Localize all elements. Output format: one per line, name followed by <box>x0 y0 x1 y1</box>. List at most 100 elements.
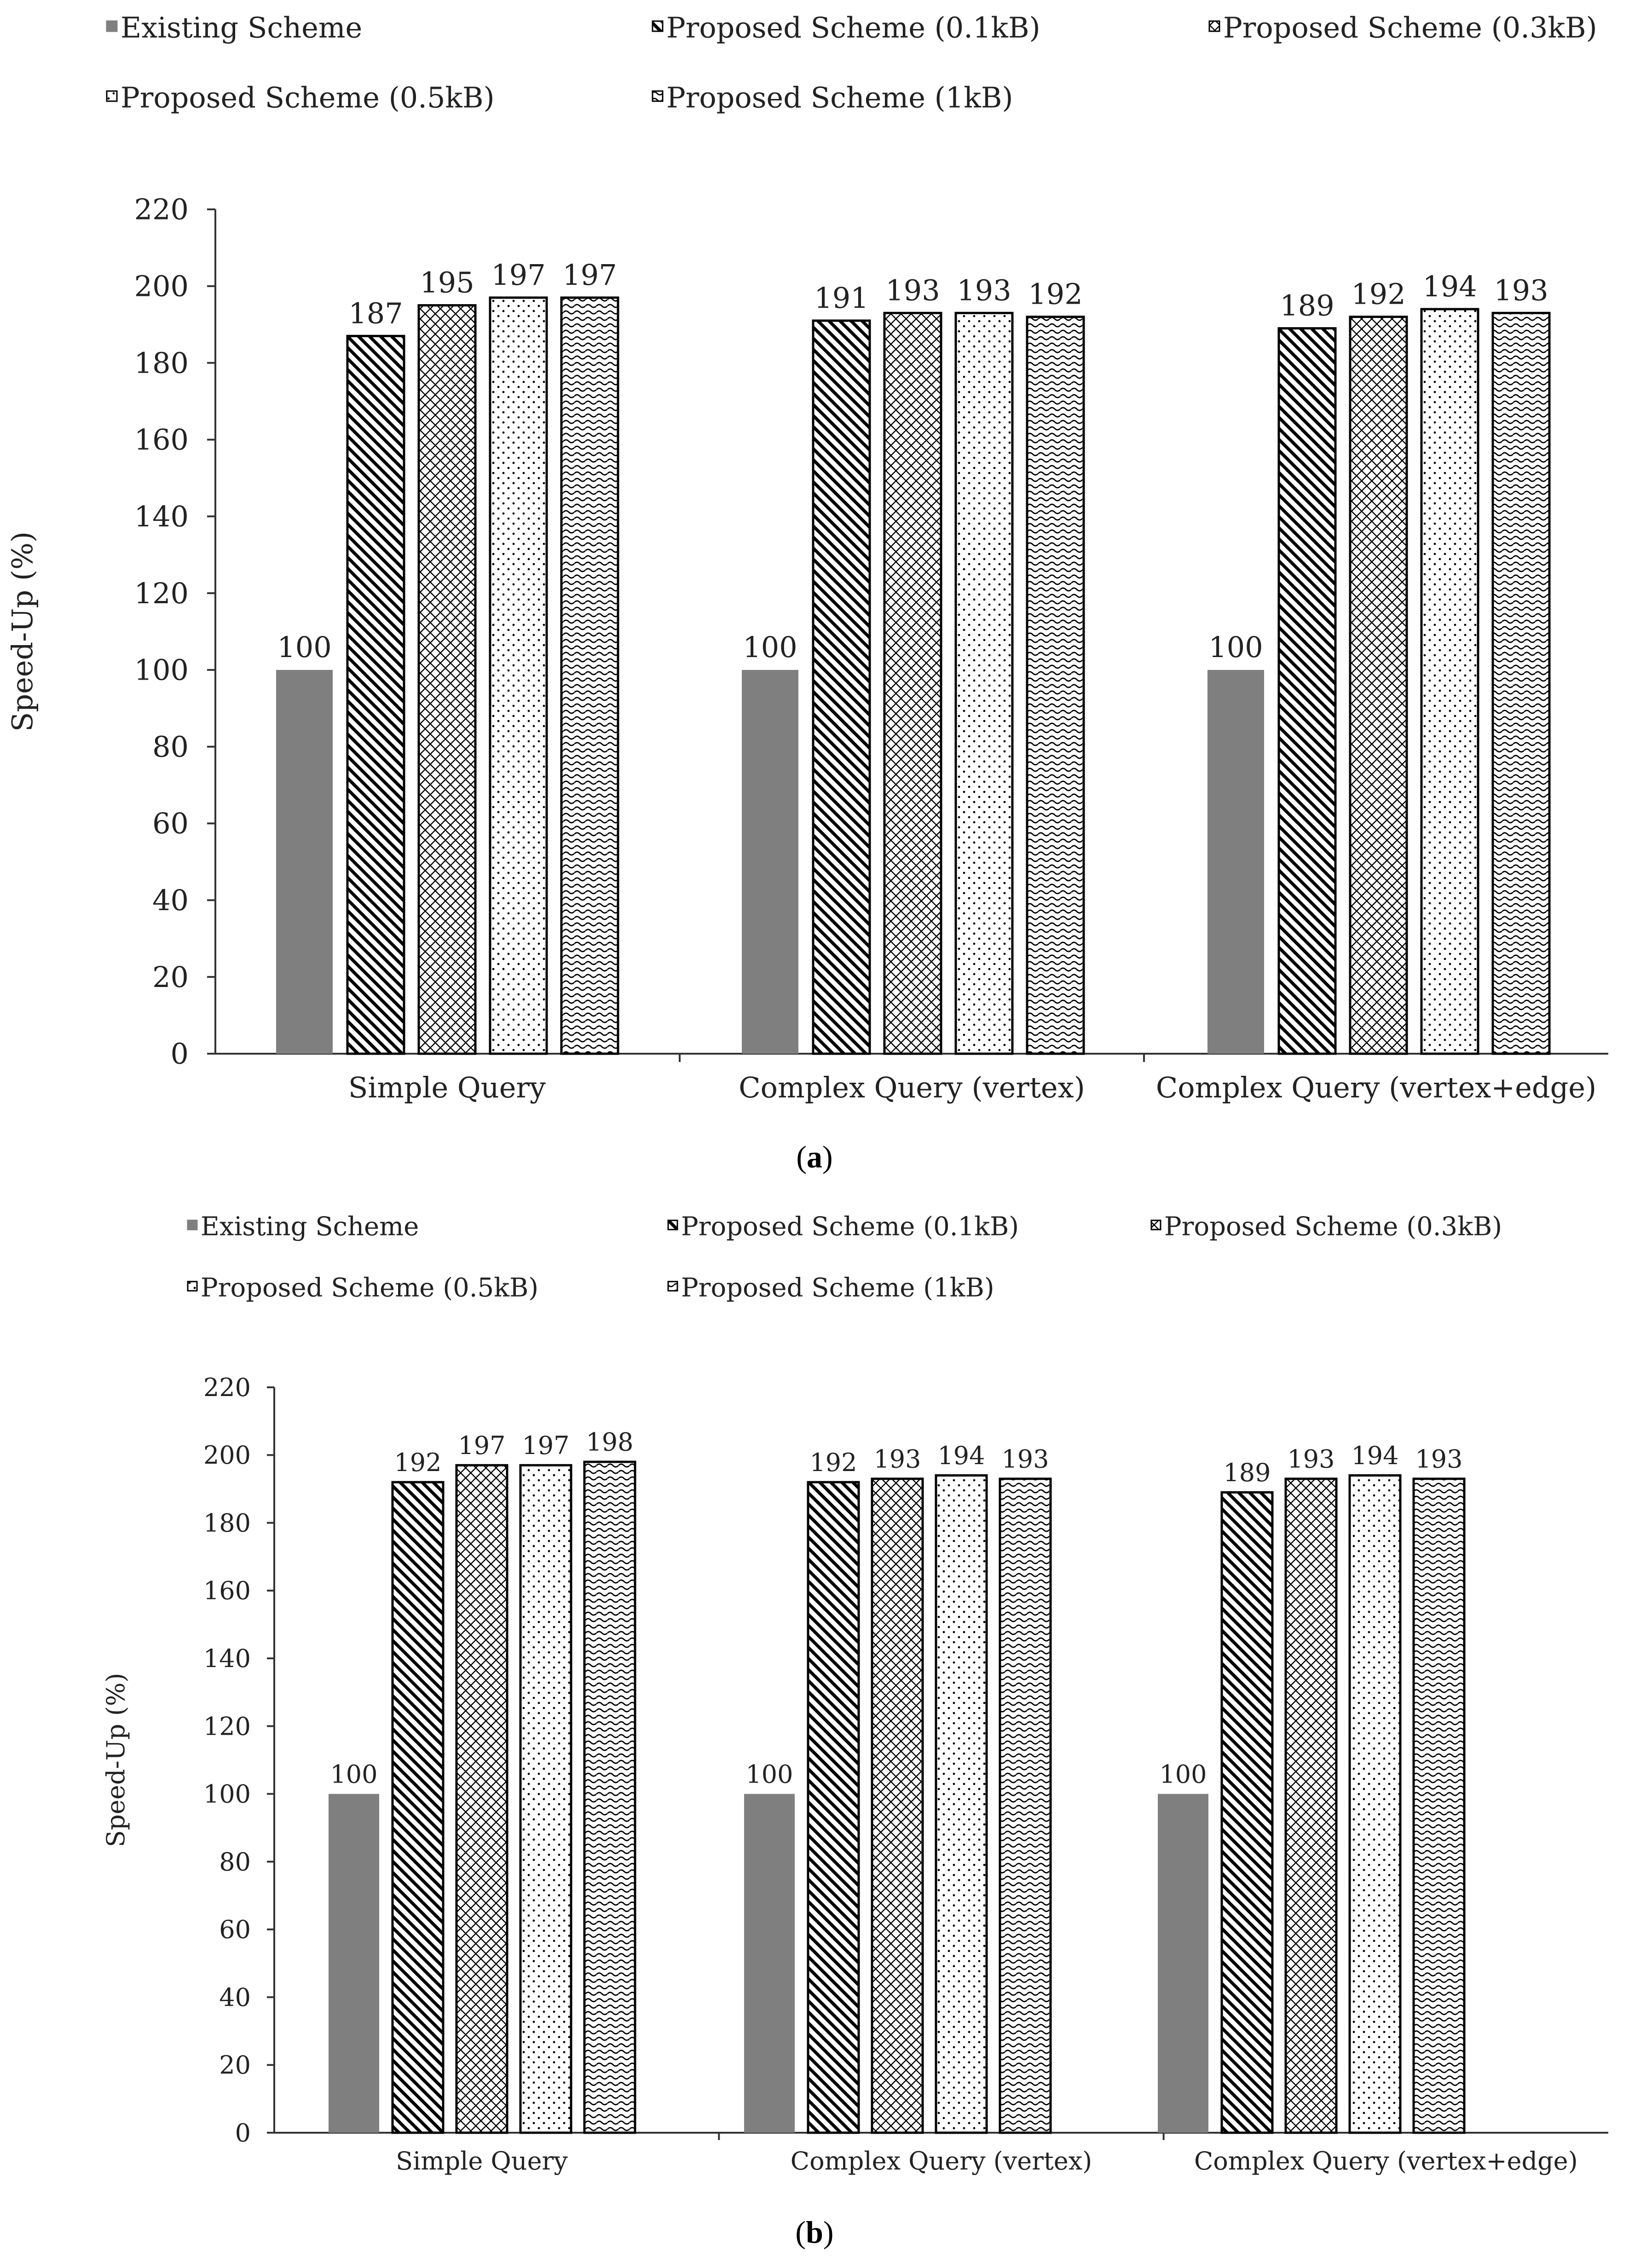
bar-1-1-2 <box>871 1477 924 2134</box>
bar-value-label-0-2-4: 193 <box>1494 273 1548 307</box>
bar-value-label-0-1-3: 193 <box>957 273 1011 307</box>
y-tick-label-0-80: 80 <box>152 730 189 763</box>
y-tick-label-1-80: 80 <box>219 1847 251 1876</box>
bar-0-0-4 <box>560 296 619 1055</box>
bar-value-label-1-2-2: 193 <box>1287 1445 1334 1474</box>
bar-value-label-1-1-2: 193 <box>873 1445 921 1474</box>
x-category-label-0-2: Complex Query (vertex+edge) <box>1156 1071 1596 1104</box>
y-tick-label-0-160: 160 <box>134 423 189 456</box>
bar-value-label-0-2-3: 194 <box>1422 270 1477 303</box>
bar-0-1-1 <box>812 319 871 1055</box>
y-tick-label-0-100: 100 <box>134 653 189 687</box>
legend-label-0-4: Proposed Scheme (1kB) <box>666 81 1013 115</box>
bar-value-label-1-0-4: 198 <box>586 1428 633 1457</box>
bar-value-label-1-0-0: 100 <box>330 1760 377 1789</box>
bar-0-0-2 <box>417 304 477 1055</box>
bar-value-label-1-1-3: 194 <box>937 1441 985 1470</box>
y-axis-label-1: Speed-Up (%) <box>101 1673 130 1847</box>
bar-value-label-1-1-4: 193 <box>1001 1445 1049 1474</box>
bar-value-label-0-2-2: 192 <box>1351 277 1405 311</box>
bar-0-0-0 <box>276 669 333 1054</box>
bar-value-label-1-0-2: 197 <box>458 1431 505 1460</box>
bar-1-0-1 <box>391 1481 445 2134</box>
legend-swatch-0-3 <box>106 90 118 102</box>
bar-value-label-1-0-1: 192 <box>394 1448 441 1477</box>
bar-value-label-1-2-3: 194 <box>1351 1441 1398 1470</box>
legend-label-1-4: Proposed Scheme (1kB) <box>681 1273 994 1303</box>
bar-value-label-1-2-0: 100 <box>1159 1760 1207 1789</box>
y-tick-label-0-200: 200 <box>134 270 189 303</box>
bar-value-label-0-1-1: 191 <box>814 281 868 315</box>
bar-value-label-1-1-1: 192 <box>809 1448 857 1477</box>
bar-value-label-0-0-2: 195 <box>420 266 474 300</box>
panel-a-caption: (a) <box>796 1139 833 1174</box>
legend-swatch-1-2 <box>1150 1219 1161 1230</box>
y-tick-label-0-180: 180 <box>134 346 189 380</box>
bar-1-2-4 <box>1412 1477 1466 2134</box>
bar-value-label-1-1-0: 100 <box>745 1760 793 1789</box>
y-tick-label-0-60: 60 <box>152 807 189 840</box>
chart-panel-b: Existing Scheme Proposed Scheme (0.1kB) Pr… <box>101 1212 1608 2176</box>
y-tick-label-1-180: 180 <box>203 1508 251 1537</box>
legend-swatch-0-0 <box>106 20 118 32</box>
legend-swatch-1-4 <box>667 1281 678 1292</box>
y-tick-label-1-20: 20 <box>219 2051 251 2080</box>
bar-0-2-1 <box>1277 327 1337 1055</box>
bar-0-2-2 <box>1349 316 1408 1055</box>
bar-value-label-0-2-0: 100 <box>1208 630 1263 664</box>
bar-1-1-4 <box>999 1477 1052 2134</box>
legend-label-0-1: Proposed Scheme (0.1kB) <box>666 11 1040 45</box>
chart-panel-a: Existing Scheme Proposed Scheme (0.1kB) Pr… <box>6 11 1608 1104</box>
y-tick-label-1-40: 40 <box>219 1983 251 2012</box>
bar-1-0-4 <box>583 1460 636 2134</box>
legend-label-1-0: Existing Scheme <box>201 1212 419 1242</box>
y-tick-label-1-160: 160 <box>203 1576 251 1605</box>
y-tick-label-0-140: 140 <box>134 500 189 533</box>
y-axis-label-0: Speed-Up (%) <box>6 531 39 732</box>
legend-label-1-1: Proposed Scheme (0.1kB) <box>681 1212 1019 1242</box>
x-category-label-1-2: Complex Query (vertex+edge) <box>1194 2147 1578 2176</box>
y-tick-label-1-220: 220 <box>203 1373 251 1402</box>
bar-value-label-0-1-0: 100 <box>743 630 797 664</box>
bar-1-2-2 <box>1284 1477 1338 2134</box>
y-tick-label-0-20: 20 <box>152 960 189 994</box>
bar-0-1-2 <box>883 312 942 1055</box>
bar-value-label-0-2-1: 189 <box>1280 289 1334 323</box>
bar-1-1-3 <box>935 1474 988 2134</box>
legend-swatch-1-0 <box>187 1219 198 1230</box>
legend-label-0-2: Proposed Scheme (0.3kB) <box>1223 11 1597 45</box>
legend-label-0-3: Proposed Scheme (0.5kB) <box>121 81 495 115</box>
bar-value-label-0-0-4: 197 <box>562 258 617 292</box>
legend-swatch-1-1 <box>667 1219 678 1230</box>
x-category-label-0-1: Complex Query (vertex) <box>739 1071 1085 1104</box>
bar-value-label-0-0-3: 197 <box>491 258 545 292</box>
legend-swatch-0-2 <box>1208 20 1220 32</box>
x-category-label-1-1: Complex Query (vertex) <box>791 2147 1092 2176</box>
y-tick-label-0-0: 0 <box>171 1037 189 1071</box>
y-tick-label-1-120: 120 <box>203 1712 251 1741</box>
bar-1-0-3 <box>519 1464 572 2134</box>
panel-a-caption-letter: a <box>807 1139 822 1174</box>
panel-b-caption: (b) <box>795 2215 834 2250</box>
y-tick-label-0-120: 120 <box>134 577 189 610</box>
bar-0-1-0 <box>742 669 798 1054</box>
bar-value-label-0-1-2: 193 <box>885 273 940 307</box>
y-tick-label-1-0: 0 <box>235 2118 251 2147</box>
legend-label-0-0: Existing Scheme <box>121 11 362 45</box>
bar-0-0-3 <box>489 296 548 1055</box>
bar-value-label-1-2-4: 193 <box>1415 1445 1462 1474</box>
legend-label-1-2: Proposed Scheme (0.3kB) <box>1164 1212 1502 1242</box>
bar-0-2-0 <box>1207 669 1264 1054</box>
bar-0-0-1 <box>346 335 405 1055</box>
bar-1-2-1 <box>1220 1491 1274 2134</box>
legend-swatch-1-3 <box>187 1281 198 1292</box>
bar-1-1-1 <box>807 1481 860 2134</box>
bar-value-label-0-0-0: 100 <box>277 630 331 664</box>
x-category-label-0-0: Simple Query <box>348 1071 546 1104</box>
y-tick-label-0-220: 220 <box>134 193 189 226</box>
y-tick-label-1-200: 200 <box>203 1441 251 1470</box>
legend-swatch-0-4 <box>652 90 664 102</box>
y-tick-label-1-100: 100 <box>203 1780 251 1809</box>
bar-value-label-1-0-3: 197 <box>522 1431 569 1460</box>
